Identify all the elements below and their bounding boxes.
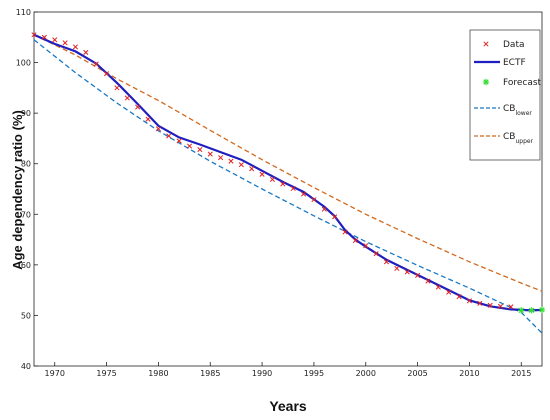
- data-point: [259, 171, 265, 177]
- x-tick-label: 2000: [356, 369, 376, 378]
- y-axis: 40 50 60 70 80 90 100 110: [16, 8, 38, 371]
- y-tick-label: 40: [21, 362, 31, 371]
- data-point: [83, 49, 89, 56]
- legend-cb-upper-label-sub: upper: [515, 138, 533, 145]
- x-tick-label: 1985: [200, 369, 220, 378]
- data-point: [93, 61, 99, 67]
- legend-cb-lower-label-sub: lower: [515, 110, 532, 117]
- data-point: [466, 298, 472, 304]
- cb-upper-line: [33, 34, 543, 292]
- data-point: [487, 302, 493, 308]
- x-tick-label: 1980: [148, 369, 168, 378]
- data-point: [124, 95, 130, 101]
- y-tick-label: 90: [21, 109, 31, 118]
- forecast-point: [518, 307, 525, 314]
- data-point: [300, 191, 307, 197]
- data-point: [72, 44, 79, 50]
- y-tick-label: 60: [21, 261, 31, 270]
- data-point: [197, 147, 203, 153]
- legend-cb-lower-label: CBlower: [503, 104, 532, 117]
- data-point: [207, 151, 213, 157]
- cb-lower-line: [33, 39, 543, 334]
- y-tick-label: 70: [21, 210, 31, 219]
- data-point: [352, 238, 358, 244]
- data-point: [456, 294, 462, 300]
- legend-cb-lower-label-main: CB: [503, 104, 515, 114]
- data-point: [166, 133, 172, 139]
- data-point: [145, 116, 151, 122]
- legend-ectf-label: ECTF: [503, 58, 526, 68]
- legend-box: [469, 29, 541, 161]
- data-point: [228, 158, 234, 164]
- series-layer: [31, 32, 546, 334]
- x-tick-label: 2010: [459, 369, 479, 378]
- data-point: [415, 272, 421, 279]
- data-point: [280, 181, 286, 187]
- data-point: [41, 34, 47, 40]
- data-point: [290, 185, 296, 192]
- legend-ectf-label-main: ECTF: [503, 58, 526, 68]
- legend-forecast-label-main: Forecast: [503, 78, 542, 88]
- x-tick-label: 1995: [304, 369, 324, 378]
- data-point: [477, 300, 483, 306]
- data-point: [363, 243, 369, 249]
- forecast-point: [528, 307, 535, 314]
- y-axis-title: Age dependency ratio (%): [10, 110, 25, 270]
- data-point: [31, 32, 37, 38]
- data-point: [497, 303, 504, 309]
- legend-data-label-main: Data: [503, 40, 525, 50]
- data-point: [104, 71, 110, 77]
- y-tick-label: 100: [16, 59, 31, 68]
- data-point: [114, 85, 120, 91]
- data-point: [332, 214, 338, 220]
- data-point: [394, 265, 400, 271]
- x-axis: 1970 1975 1980 1985 1990 1995 2000 2005 2010 2015: [45, 362, 531, 378]
- legend-forecast-label: Forecast: [503, 78, 542, 88]
- data-point: [311, 197, 317, 203]
- data-point: [135, 104, 141, 110]
- data-point: [446, 289, 452, 295]
- data-point: [342, 229, 348, 235]
- plot-area: [33, 11, 543, 367]
- y-tick-label: 110: [16, 8, 31, 17]
- data-point: [508, 304, 514, 310]
- x-tick-label: 1990: [252, 369, 272, 378]
- data-point: [425, 278, 431, 284]
- y-tick-label: 80: [21, 160, 31, 169]
- data-point: [238, 162, 244, 168]
- data-point: [321, 206, 327, 212]
- legend-forecast-symbol: [482, 78, 490, 86]
- data-point: [155, 126, 161, 132]
- data-point: [373, 251, 379, 257]
- data-point: [383, 259, 390, 265]
- data-point: [435, 284, 441, 290]
- x-tick-label: 1975: [96, 369, 116, 378]
- data-point: [218, 155, 224, 161]
- data-point: [62, 40, 68, 46]
- data-point: [269, 176, 276, 182]
- forecast-point: [538, 306, 546, 314]
- data-point: [52, 37, 58, 43]
- legend-data-label: Data: [503, 40, 525, 50]
- data-point: [404, 269, 410, 275]
- x-axis-title: Years: [269, 398, 307, 414]
- x-tick-label: 2015: [511, 369, 531, 378]
- legend-cb-upper-label: CBupper: [503, 132, 534, 145]
- x-tick-label: 2005: [407, 369, 427, 378]
- legend-cb-upper-label-main: CB: [503, 132, 515, 142]
- legend-data-symbol: [483, 41, 489, 47]
- data-point: [186, 143, 193, 149]
- data-point: [249, 166, 255, 172]
- data-point: [176, 138, 182, 144]
- x-tick-label: 1970: [45, 369, 65, 378]
- y-tick-label: 50: [21, 311, 31, 320]
